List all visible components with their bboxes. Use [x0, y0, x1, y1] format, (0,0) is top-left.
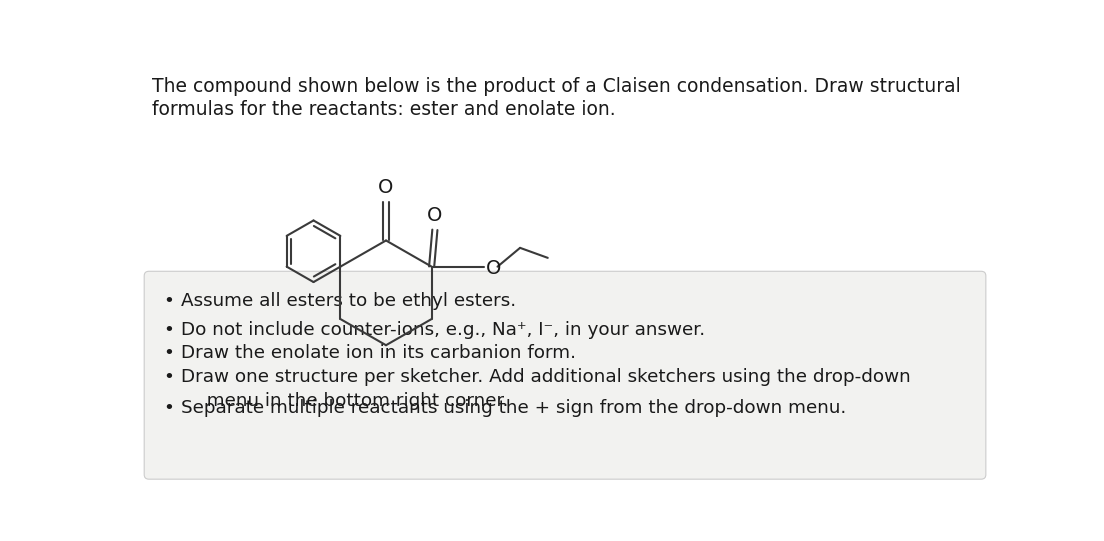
Text: Assume all esters to be ethyl esters.: Assume all esters to be ethyl esters. [181, 292, 516, 310]
Text: •: • [163, 321, 174, 339]
Text: •: • [163, 292, 174, 310]
FancyBboxPatch shape [145, 271, 986, 479]
Text: •: • [163, 345, 174, 362]
Text: menu in the bottom right corner.: menu in the bottom right corner. [194, 392, 508, 410]
Text: The compound shown below is the product of a Claisen condensation. Draw structur: The compound shown below is the product … [152, 77, 960, 96]
Text: Draw the enolate ion in its carbanion form.: Draw the enolate ion in its carbanion fo… [181, 345, 575, 362]
Text: O: O [379, 179, 394, 197]
Text: •: • [163, 399, 174, 417]
Text: Do not include counter-ions, e.g., Na⁺, I⁻, in your answer.: Do not include counter-ions, e.g., Na⁺, … [181, 321, 704, 339]
Text: O: O [486, 260, 501, 279]
Text: Draw one structure per sketcher. Add additional sketchers using the drop-down: Draw one structure per sketcher. Add add… [181, 368, 911, 386]
Text: Separate multiple reactants using the + sign from the drop-down menu.: Separate multiple reactants using the + … [181, 399, 846, 417]
Text: •: • [163, 368, 174, 386]
Text: O: O [427, 206, 443, 225]
Text: formulas for the reactants: ester and enolate ion.: formulas for the reactants: ester and en… [152, 100, 616, 120]
